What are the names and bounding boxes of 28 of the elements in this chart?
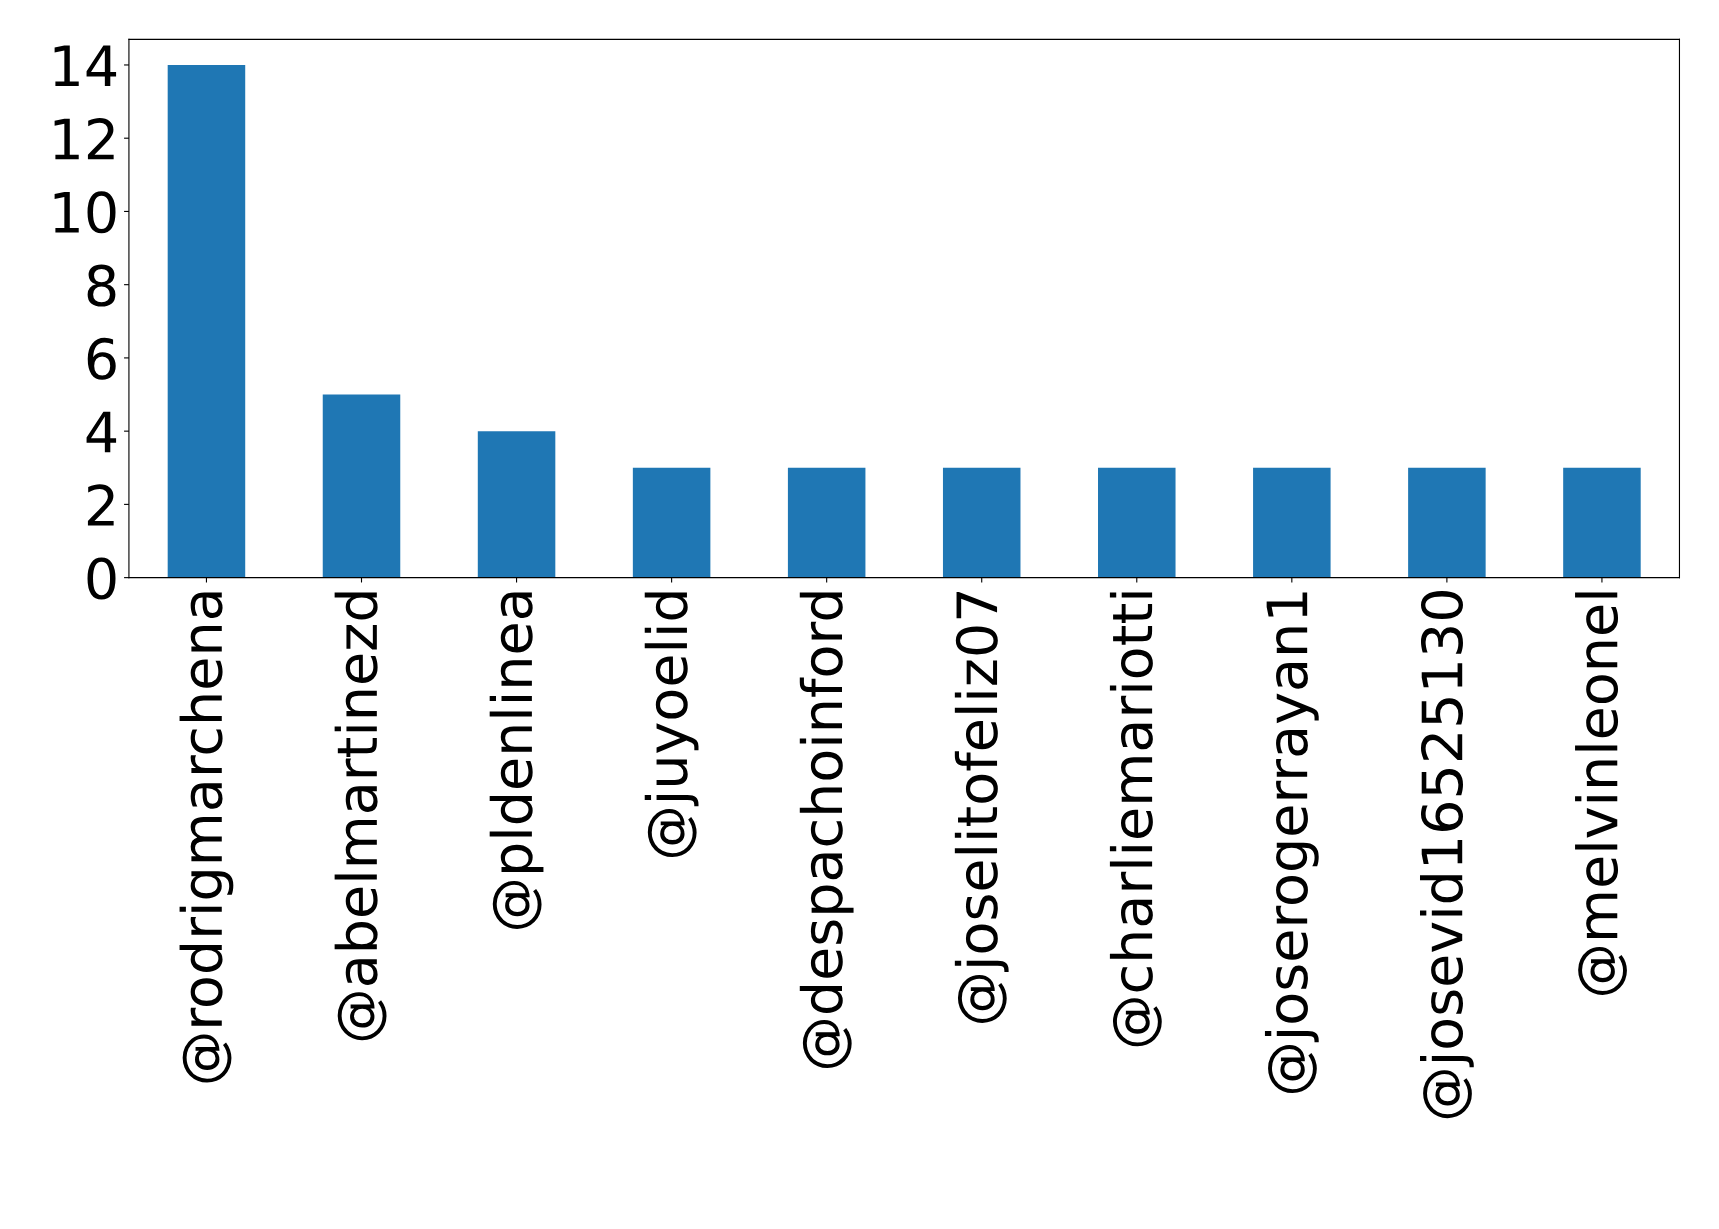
x-tick-label: @joselitofeliz07	[954, 592, 1009, 1023]
y-tick-label: 6	[87, 337, 116, 380]
x-tick-label: @charliemariotti	[1109, 592, 1162, 1047]
x-tick-label: @pldenlinea	[489, 592, 544, 929]
y-tick-label: 8	[87, 264, 116, 307]
bar	[632, 467, 711, 578]
y-tick-label: 10	[54, 191, 116, 234]
x-tick-label: @joserogerrayan1	[1264, 592, 1319, 1094]
bar	[322, 394, 401, 578]
y-tick-label: 0	[87, 557, 116, 600]
bar	[942, 467, 1021, 578]
x-tick-label: @melvinleonel	[1575, 592, 1627, 995]
x-tick-label: @josevid16525130	[1420, 591, 1474, 1119]
x-tick-label: @despachoinford	[799, 592, 854, 1069]
x-tick-label: @abelmartinezd	[334, 592, 387, 1041]
bar	[1253, 467, 1331, 578]
bar	[1408, 467, 1486, 578]
x-tick-label: @rodrigmarchena	[179, 592, 234, 1083]
y-tick-label: 2	[87, 484, 114, 526]
y-tick-label: 12	[54, 118, 114, 160]
bar	[787, 467, 866, 578]
y-tick-label: 14	[54, 45, 117, 87]
bar	[1563, 467, 1641, 578]
x-tick-label: @juyoelid	[644, 592, 699, 858]
bar	[1098, 467, 1176, 578]
bar	[477, 431, 556, 578]
bar	[167, 64, 246, 578]
y-tick-label: 4	[86, 411, 117, 453]
